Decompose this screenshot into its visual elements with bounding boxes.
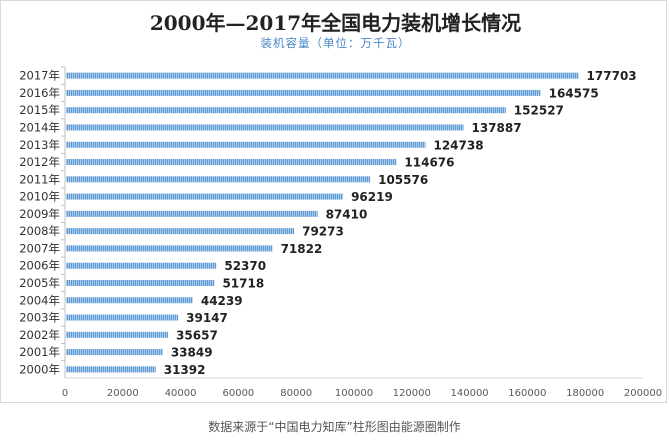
data-label: 177703 xyxy=(587,69,637,83)
bar xyxy=(66,141,426,148)
x-tick-label: 20000 xyxy=(107,388,139,399)
bar xyxy=(66,159,397,166)
category-label: 2007年 xyxy=(19,241,60,255)
data-label: 51718 xyxy=(222,276,264,290)
bar xyxy=(66,314,179,321)
data-label: 114676 xyxy=(404,156,454,170)
category-label: 2017年 xyxy=(19,69,60,83)
category-label: 2002年 xyxy=(19,328,60,342)
x-tick-label: 180000 xyxy=(566,388,604,399)
data-label: 152527 xyxy=(514,104,564,118)
bar xyxy=(66,193,344,200)
data-label: 137887 xyxy=(471,121,521,135)
bar xyxy=(66,176,371,183)
category-label: 2000年 xyxy=(19,362,60,376)
data-label: 71822 xyxy=(281,242,323,256)
category-label: 2009年 xyxy=(19,207,60,221)
bar xyxy=(66,349,163,356)
category-label: 2012年 xyxy=(19,155,60,169)
category-label: 2006年 xyxy=(19,259,60,273)
x-tick-label: 80000 xyxy=(280,388,312,399)
data-label: 79273 xyxy=(302,225,344,239)
category-label: 2014年 xyxy=(19,120,60,134)
data-label: 33849 xyxy=(171,346,213,360)
x-tick-label: 160000 xyxy=(508,388,546,399)
bar xyxy=(66,89,541,96)
bar xyxy=(66,72,579,79)
x-tick-label: 100000 xyxy=(335,388,373,399)
x-tick-label: 200000 xyxy=(624,388,662,399)
data-label: 35657 xyxy=(176,328,218,342)
bar xyxy=(66,245,273,252)
category-label: 2013年 xyxy=(19,138,60,152)
data-label: 164575 xyxy=(549,86,599,100)
bar xyxy=(66,297,193,304)
bar xyxy=(66,366,156,373)
source-caption: 数据来源于“中国电力知库”柱形图由能源圈制作 xyxy=(208,420,461,434)
category-label: 2004年 xyxy=(19,293,60,307)
category-label: 2016年 xyxy=(19,86,60,100)
data-label: 105576 xyxy=(378,173,428,187)
category-label: 2015年 xyxy=(19,103,60,117)
x-tick-label: 40000 xyxy=(165,388,197,399)
category-label: 2001年 xyxy=(19,345,60,359)
category-label: 2010年 xyxy=(19,190,60,204)
category-label: 2005年 xyxy=(19,276,60,290)
chart-title: 2000年—2017年全国电力装机增长情况 xyxy=(149,11,522,35)
bar-chart-plot: 2017年 177703 2016年 164575 2015年 152527 2014年 13… xyxy=(19,66,662,399)
x-tick-label: 120000 xyxy=(393,388,431,399)
bar xyxy=(66,107,506,114)
category-label: 2011年 xyxy=(19,172,60,186)
data-label: 87410 xyxy=(326,207,368,221)
x-tick-label: 60000 xyxy=(222,388,254,399)
category-label: 2003年 xyxy=(19,311,60,325)
bar xyxy=(66,331,169,338)
x-tick-label: 0 xyxy=(62,388,68,399)
data-label: 52370 xyxy=(224,259,266,273)
bar xyxy=(66,262,217,269)
bar xyxy=(66,210,318,217)
data-label: 96219 xyxy=(351,190,393,204)
category-label: 2008年 xyxy=(19,224,60,238)
bar xyxy=(66,228,295,235)
data-label: 31392 xyxy=(164,363,206,377)
data-label: 124738 xyxy=(433,138,483,152)
data-label: 44239 xyxy=(201,294,243,308)
data-label: 39147 xyxy=(186,311,228,325)
chart-subtitle: 装机容量（单位：万千瓦） xyxy=(260,36,411,50)
bar xyxy=(66,279,215,286)
bar xyxy=(66,124,464,131)
chart-frame: 2000年—2017年全国电力装机增长情况 装机容量（单位：万千瓦） 2017年… xyxy=(0,0,667,403)
x-tick-label: 140000 xyxy=(451,388,489,399)
